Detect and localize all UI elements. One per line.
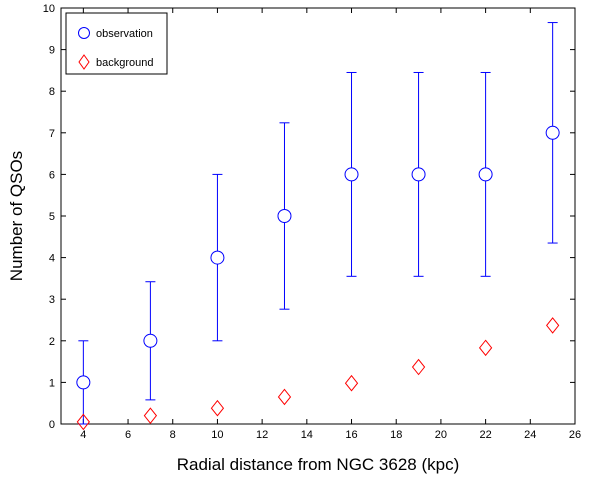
y-tick-label: 0 [49,419,55,431]
x-tick-label: 22 [479,429,491,441]
markers [76,125,560,431]
background-point [143,407,158,424]
background-point [76,413,90,431]
observation-point [277,209,292,223]
plot-area [60,7,576,425]
observation-point [210,250,225,265]
legend-background-label: background [96,57,154,69]
y-tick-label: 4 [49,253,55,265]
y-tick-label: 9 [49,45,55,57]
x-tick-label: 26 [569,429,581,441]
legend-background-marker [78,54,90,70]
x-tick-label: 4 [80,429,86,441]
y-tick-label: 2 [49,336,55,348]
background-point [344,374,359,392]
x-tick-label: 16 [345,429,357,441]
y-tick-label: 1 [49,377,55,389]
legend: observation background [65,12,168,75]
x-tick-label: 12 [256,429,268,441]
background-point [277,388,292,406]
legend-observation-label: observation [96,28,153,40]
y-tick-label: 8 [49,86,55,98]
y-tick-label: 6 [49,169,55,181]
x-tick-label: 10 [211,429,223,441]
observation-point [545,125,560,140]
observation-point [143,333,158,348]
y-axis-ticks: 0 1 2 3 4 5 6 7 8 9 10 [43,3,575,431]
observation-point [411,167,426,182]
x-tick-label: 20 [435,429,447,441]
y-tick-label: 3 [49,294,55,306]
y-axis-label: Number of QSOs [7,151,26,281]
y-tick-label: 7 [49,128,55,140]
background-point [210,399,225,417]
x-axis-label: Radial distance from NGC 3628 (kpc) [177,455,460,474]
x-tick-label: 8 [170,429,176,441]
x-tick-label: 14 [301,429,313,441]
x-axis-ticks: 4 6 8 10 12 14 16 18 20 22 24 26 [80,8,581,441]
x-tick-label: 18 [390,429,402,441]
background-point [546,317,560,334]
x-tick-label: 24 [524,429,536,441]
background-point [411,358,426,376]
legend-observation-marker [78,27,90,39]
background-point [478,339,493,357]
x-tick-label: 6 [125,429,131,441]
observation-point [344,167,359,182]
y-tick-label: 5 [49,211,55,223]
observation-point [478,167,493,182]
y-tick-label: 10 [43,3,55,15]
observation-point [76,375,91,390]
legend-box [65,12,168,75]
